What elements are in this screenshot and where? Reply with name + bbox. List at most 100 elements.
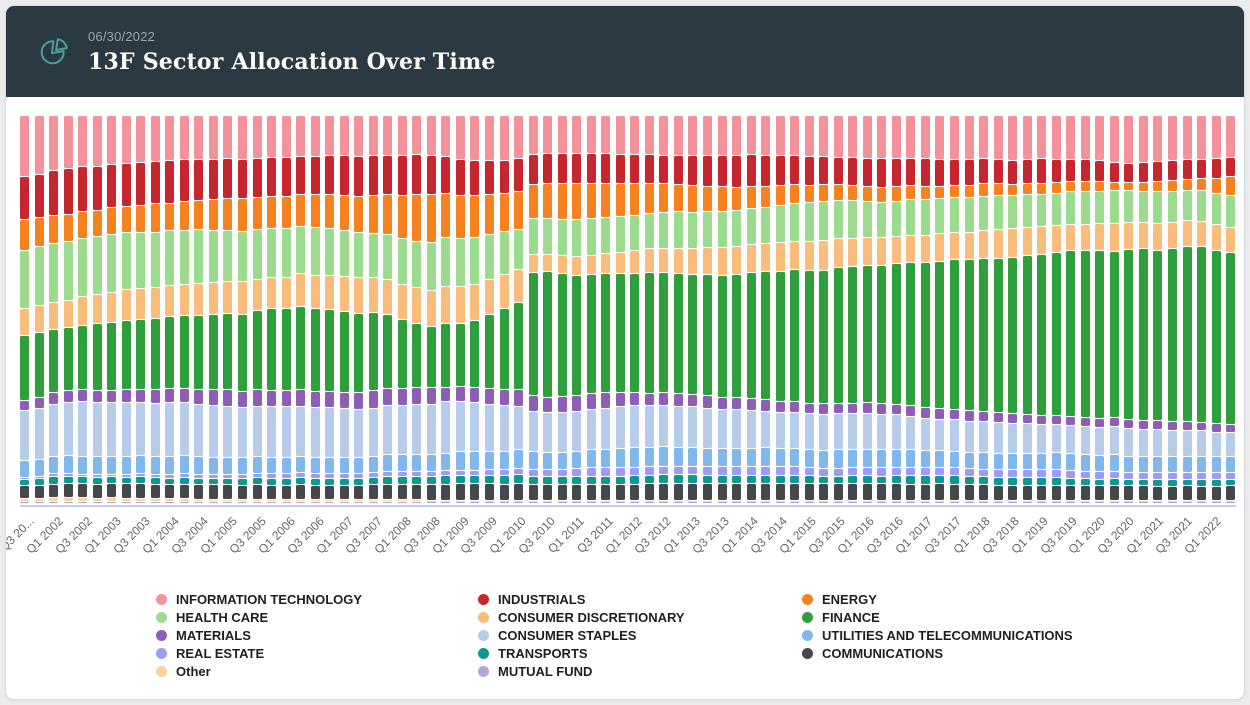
bar-segment-real-estate[interactable] [1226,473,1236,479]
bar-quarter-2[interactable] [49,116,59,503]
bar-quarter-46[interactable] [688,116,698,504]
bar-segment-transports[interactable] [296,478,306,485]
bar-segment-materials[interactable] [121,389,131,402]
bar-segment-consumer-discretionary[interactable] [950,232,959,259]
bar-segment-utilities-and-telecommunications[interactable] [572,452,582,469]
bar-segment-consumer-discretionary[interactable] [1109,223,1119,251]
bar-quarter-55[interactable] [819,116,829,504]
bar-segment-transports[interactable] [833,476,843,484]
bar-segment-information-technology[interactable] [1211,116,1221,158]
bar-segment-communications[interactable] [339,485,349,500]
bar-quarter-53[interactable] [790,116,800,504]
bar-segment-consumer-staples[interactable] [964,421,974,452]
bar-segment-utilities-and-telecommunications[interactable] [891,449,901,468]
bar-segment-finance[interactable] [964,260,974,411]
bar-segment-information-technology[interactable] [499,116,509,160]
bar-segment-communications[interactable] [993,485,1003,500]
bar-segment-health-care[interactable] [1109,191,1119,223]
bar-segment-communications[interactable] [586,485,596,500]
bar-quarter-57[interactable] [848,116,858,503]
bar-segment-consumer-staples[interactable] [1226,432,1236,456]
bar-segment-health-care[interactable] [528,218,538,255]
bar-segment-finance[interactable] [746,272,756,398]
bar-segment-mutual-fund[interactable] [1080,502,1090,503]
bar-segment-materials[interactable] [1022,414,1032,423]
bar-segment-industrials[interactable] [1008,160,1018,184]
bar-segment-real-estate[interactable] [1138,472,1148,479]
bar-segment-information-technology[interactable] [1109,116,1119,163]
bar-segment-information-technology[interactable] [543,116,553,154]
bar-segment-communications[interactable] [906,484,916,500]
bar-segment-finance[interactable] [862,266,872,403]
bar-segment-real-estate[interactable] [252,473,262,478]
bar-segment-industrials[interactable] [1022,160,1032,183]
bar-segment-health-care[interactable] [790,204,800,241]
bar-segment-consumer-staples[interactable] [906,416,916,450]
bar-segment-real-estate[interactable] [339,474,349,479]
bar-segment-mutual-fund[interactable] [804,502,814,504]
bar-segment-information-technology[interactable] [1066,116,1076,159]
bar-quarter-54[interactable] [804,116,814,504]
bar-segment-energy[interactable] [877,187,887,202]
bar-segment-health-care[interactable] [107,235,117,292]
bar-segment-finance[interactable] [1051,253,1061,416]
bar-segment-information-technology[interactable] [107,116,117,165]
bar-segment-mutual-fund[interactable] [296,502,306,503]
bar-quarter-20[interactable] [310,116,320,503]
bar-segment-utilities-and-telecommunications[interactable] [78,456,88,474]
bar-segment-utilities-and-telecommunications[interactable] [746,448,756,467]
bar-segment-real-estate[interactable] [862,468,872,476]
bar-segment-consumer-staples[interactable] [891,415,901,449]
bar-segment-industrials[interactable] [848,157,858,185]
bar-segment-industrials[interactable] [528,154,538,184]
bar-segment-communications[interactable] [455,484,465,500]
bar-segment-mutual-fund[interactable] [368,502,378,503]
bar-segment-finance[interactable] [20,335,29,400]
bar-segment-materials[interactable] [397,389,407,405]
bar-quarter-42[interactable] [630,116,640,503]
bar-segment-materials[interactable] [1051,416,1061,425]
bar-segment-utilities-and-telecommunications[interactable] [63,456,73,474]
bar-segment-materials[interactable] [543,397,553,413]
bar-segment-utilities-and-telecommunications[interactable] [528,452,538,470]
bar-segment-communications[interactable] [688,484,698,500]
bar-segment-finance[interactable] [1080,251,1090,418]
bar-segment-mutual-fund[interactable] [891,502,901,503]
bar-segment-other[interactable] [339,500,349,502]
bar-segment-information-technology[interactable] [514,116,524,159]
bar-segment-communications[interactable] [325,485,335,500]
bar-segment-consumer-staples[interactable] [339,409,349,457]
bar-segment-industrials[interactable] [557,154,567,184]
bar-segment-industrials[interactable] [296,156,306,195]
bar-segment-information-technology[interactable] [964,116,974,159]
bar-segment-materials[interactable] [281,390,291,407]
bar-segment-finance[interactable] [310,308,320,391]
bar-segment-consumer-discretionary[interactable] [1138,222,1148,249]
bar-quarter-68[interactable] [1008,116,1018,504]
bar-segment-finance[interactable] [761,272,771,400]
bar-segment-energy[interactable] [1153,182,1163,192]
bar-segment-energy[interactable] [702,187,712,212]
bar-segment-utilities-and-telecommunications[interactable] [877,449,887,468]
bar-segment-finance[interactable] [1124,249,1134,419]
legend-item-utilities-and-telecommunications[interactable]: UTILITIES AND TELECOMMUNICATIONS [802,626,1232,644]
bar-segment-industrials[interactable] [1066,159,1076,182]
bar-quarter-49[interactable] [732,116,742,503]
bar-segment-consumer-discretionary[interactable] [252,279,262,311]
bar-segment-industrials[interactable] [78,167,88,211]
bar-segment-mutual-fund[interactable] [833,502,843,503]
bar-segment-health-care[interactable] [906,200,916,235]
bar-segment-transports[interactable] [179,477,189,484]
bar-segment-health-care[interactable] [78,238,88,297]
bar-segment-communications[interactable] [470,484,480,500]
bar-quarter-52[interactable] [775,116,785,503]
bar-segment-utilities-and-telecommunications[interactable] [296,456,306,473]
bar-segment-consumer-staples[interactable] [572,411,582,451]
bar-segment-utilities-and-telecommunications[interactable] [397,455,407,471]
bar-segment-real-estate[interactable] [804,468,814,476]
bar-segment-materials[interactable] [426,388,436,404]
bar-segment-communications[interactable] [659,484,669,500]
bar-segment-consumer-discretionary[interactable] [819,241,829,270]
bar-segment-information-technology[interactable] [557,116,567,154]
bar-segment-consumer-discretionary[interactable] [499,275,509,308]
